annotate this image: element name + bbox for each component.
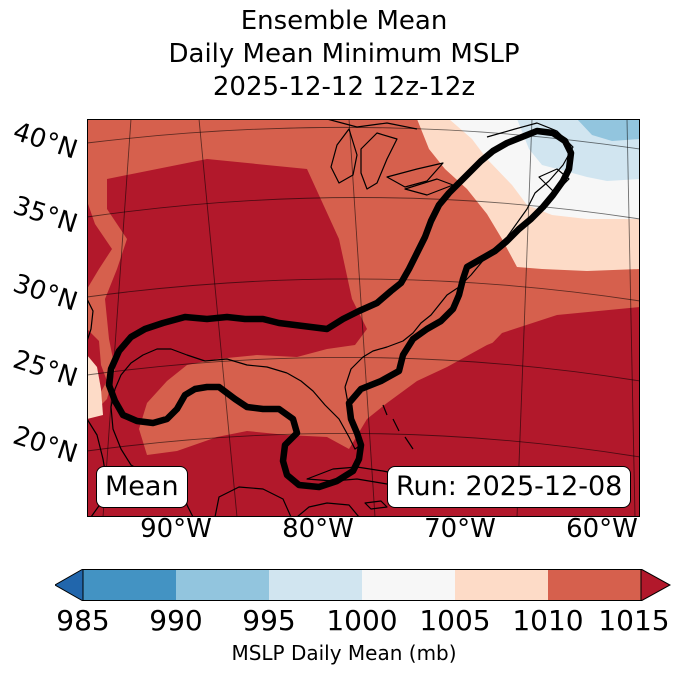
lat-label-30: 30°N — [9, 268, 81, 318]
colorbar-tick-1010: 1010 — [512, 604, 584, 637]
colorbar-bin-1005-1010 — [455, 569, 548, 601]
title-line-3: 2025-12-12 12z-12z — [212, 72, 476, 102]
colorbar — [55, 569, 671, 601]
colorbar-extend-over — [640, 569, 671, 601]
mslp-contour-line — [105, 127, 575, 491]
colorbar-tick-995: 995 — [242, 604, 296, 637]
lat-label-35: 35°N — [9, 190, 81, 240]
lon-label-80w: 80°W — [282, 514, 354, 544]
lon-label-70w: 70°W — [424, 514, 496, 544]
lon-label-60w: 60°W — [566, 514, 638, 544]
lon-label-90w: 90°W — [140, 514, 212, 544]
mslp-field-over-1015-center — [87, 159, 640, 517]
lat-label-40: 40°N — [9, 116, 81, 166]
colorbar-bin-995-1000 — [269, 569, 362, 601]
colorbar-bin-990-995 — [176, 569, 269, 601]
colorbar-tick-1015: 1015 — [598, 604, 670, 637]
title-line-2: Daily Mean Minimum MSLP — [168, 39, 520, 69]
map-panel — [87, 119, 640, 517]
colorbar-tick-990: 990 — [149, 604, 203, 637]
colorbar-extend-under — [55, 569, 84, 601]
mslp-field-990-995 — [577, 119, 640, 141]
lat-label-25: 25°N — [9, 344, 81, 394]
mean-label-box: Mean — [96, 466, 188, 508]
title-line-1: Ensemble Mean — [240, 6, 448, 36]
colorbar-tick-1000: 1000 — [326, 604, 398, 637]
colorbar-tick-985: 985 — [56, 604, 110, 637]
colorbar-bin-1010-1015 — [548, 569, 641, 601]
run-date-label-box: Run: 2025-12-08 — [387, 466, 632, 508]
colorbar-tick-1005: 1005 — [419, 604, 491, 637]
mslp-field-1005-1010-southwest — [87, 355, 103, 419]
colorbar-bin-1000-1005 — [362, 569, 455, 601]
colorbar-label: MSLP Daily Mean (mb) — [231, 641, 457, 665]
colorbar-bin-985-990 — [83, 569, 176, 601]
lat-label-20: 20°N — [9, 420, 81, 470]
